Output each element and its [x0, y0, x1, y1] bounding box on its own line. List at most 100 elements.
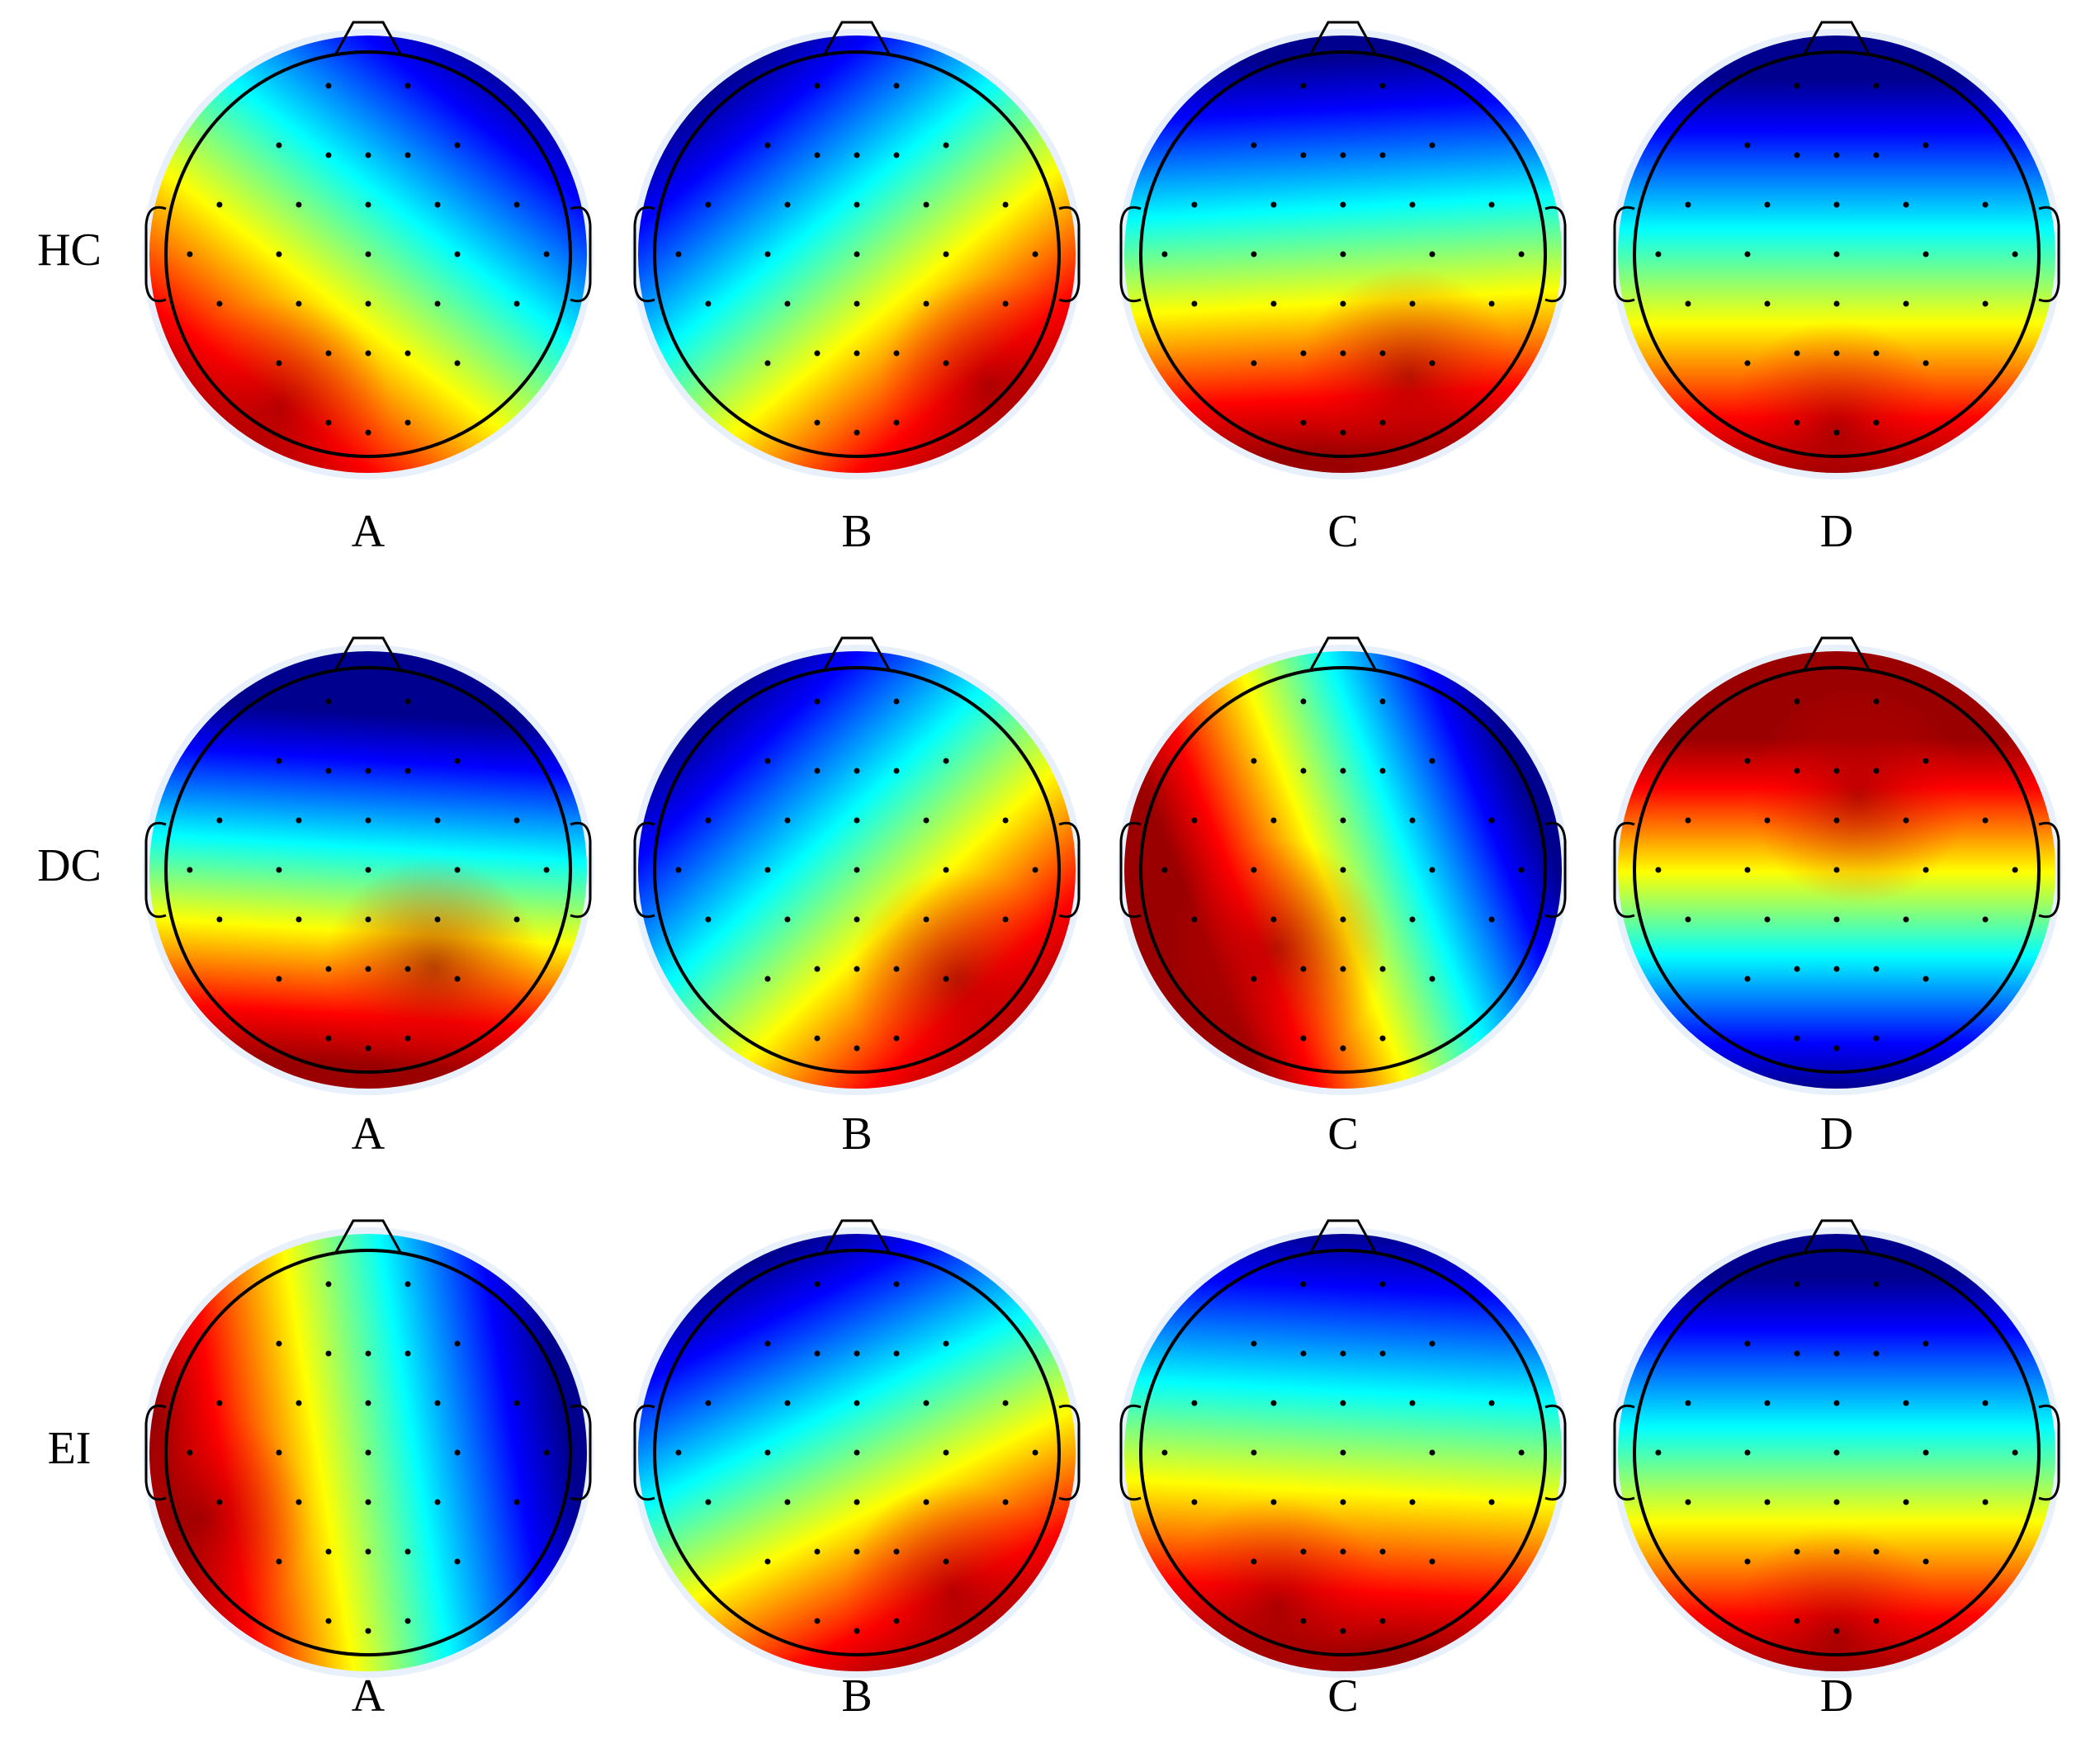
ear [633, 821, 655, 919]
ear [633, 1404, 655, 1501]
electrode [1300, 1281, 1307, 1288]
electrode [923, 300, 929, 307]
electrode [1873, 1548, 1880, 1555]
electrode [404, 1281, 411, 1288]
row-label: EI [48, 1423, 92, 1474]
electrode [854, 1045, 860, 1051]
electrode [296, 1400, 302, 1406]
electrode [1873, 152, 1880, 158]
electrode [216, 300, 223, 307]
electrode [325, 1035, 332, 1042]
electrode [764, 360, 771, 366]
electrode [1251, 867, 1257, 873]
electrode [1833, 1449, 1840, 1456]
electrode [1833, 1350, 1840, 1357]
electrode [365, 768, 371, 774]
electrode [705, 300, 712, 307]
electrode [325, 350, 332, 357]
electrode [2012, 867, 2018, 873]
electrode [923, 817, 929, 824]
head-outline [1139, 666, 1547, 1074]
electrode [365, 1045, 371, 1051]
electrode [1161, 251, 1168, 258]
electrode [454, 1449, 461, 1456]
electrode [784, 1499, 791, 1505]
electrode [365, 1499, 371, 1505]
electrode [276, 360, 282, 366]
electrode [1340, 251, 1346, 258]
electrode [784, 1400, 791, 1406]
electrode [325, 1618, 332, 1624]
electrode [1873, 83, 1880, 89]
electrode [923, 1499, 929, 1505]
nose [1308, 1219, 1378, 1255]
electrode [1379, 419, 1386, 426]
electrode [1833, 867, 1840, 873]
ear [2038, 206, 2060, 303]
electrode [1744, 976, 1751, 982]
electrode [764, 867, 771, 873]
electrode [1379, 350, 1386, 357]
electrode [1379, 698, 1386, 705]
electrode [1251, 360, 1257, 366]
electrode [1833, 1628, 1840, 1634]
electrode [1488, 1499, 1495, 1505]
electrode [1794, 419, 1800, 426]
electrode [1429, 142, 1435, 149]
electrode [1655, 251, 1662, 258]
electrode [1685, 201, 1691, 208]
electrode [404, 1618, 411, 1624]
electrode [1161, 867, 1168, 873]
electrode [1409, 1499, 1416, 1505]
row-label: HC [37, 224, 102, 276]
electrode [1873, 698, 1880, 705]
electrode [1833, 1499, 1840, 1505]
electrode [1032, 251, 1038, 258]
nose [333, 636, 403, 672]
electrode [513, 300, 520, 307]
electrode [1833, 152, 1840, 158]
electrode [1744, 758, 1751, 764]
ear [1544, 206, 1567, 303]
electrode [325, 1350, 332, 1357]
electrode [454, 142, 461, 149]
row-label: DC [37, 840, 102, 891]
topomap [1611, 636, 2062, 1095]
topomap [631, 636, 1082, 1095]
electrode [325, 83, 332, 89]
electrode [1794, 350, 1800, 357]
electrode [814, 966, 821, 972]
electrode [1873, 419, 1880, 426]
electrode [1833, 350, 1840, 357]
panel-label: A [352, 1670, 385, 1722]
panel-label: C [1327, 506, 1358, 557]
electrode [434, 201, 441, 208]
electrode [1833, 817, 1840, 824]
topomap [143, 21, 594, 480]
electrode [365, 251, 371, 258]
electrode [1270, 300, 1277, 307]
electrode [1744, 1449, 1751, 1456]
ear [1058, 821, 1081, 919]
electrode [1923, 1558, 1929, 1565]
electrode [1903, 817, 1909, 824]
electrode [1379, 1618, 1386, 1624]
electrode [854, 350, 860, 357]
electrode [1340, 1400, 1346, 1406]
electrode [296, 201, 302, 208]
electrode [365, 152, 371, 158]
electrode [1379, 152, 1386, 158]
electrode [764, 251, 771, 258]
electrode [404, 698, 411, 705]
electrode [276, 1558, 282, 1565]
electrode [943, 1340, 949, 1347]
head-outline [1139, 1249, 1547, 1656]
electrode [1270, 817, 1277, 824]
panel-label: A [352, 1108, 385, 1160]
ear [1119, 206, 1142, 303]
topomap [1611, 21, 2062, 480]
electrode [1251, 251, 1257, 258]
electrode [513, 1499, 520, 1505]
electrode [1744, 251, 1751, 258]
electrode [854, 916, 860, 923]
